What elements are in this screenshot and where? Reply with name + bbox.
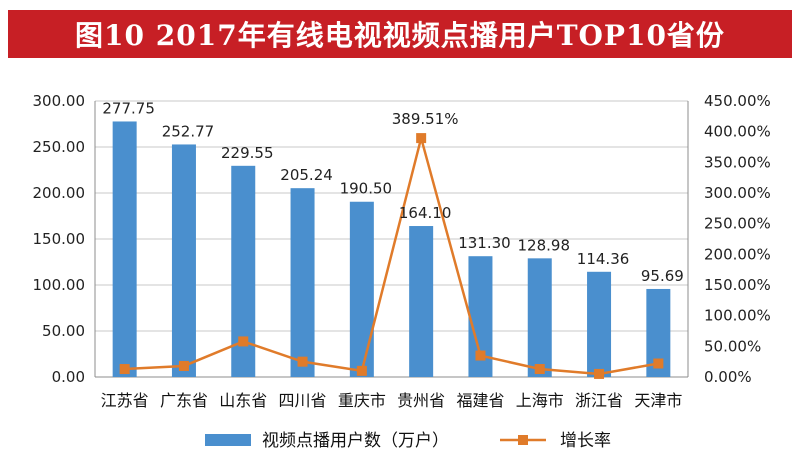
y-right-tick-label: 250.00% [704, 215, 771, 233]
bar [171, 144, 196, 377]
legend-line-marker [518, 435, 528, 445]
x-category-label: 福建省 [456, 391, 504, 410]
y-left-tick-label: 150.00 [33, 230, 86, 248]
bar [349, 201, 374, 377]
line-point [653, 358, 664, 369]
line-point [416, 133, 427, 144]
line-point [238, 336, 249, 347]
x-category-label: 山东省 [219, 391, 267, 410]
x-category-label: 上海市 [516, 391, 564, 410]
growth-line [124, 133, 659, 376]
legend-bar-swatch [205, 434, 251, 446]
bar [527, 258, 552, 377]
bar-value-label: 128.98 [518, 236, 571, 254]
bar-value-label: 164.10 [399, 204, 452, 222]
y-right-tick-label: 350.00% [704, 153, 771, 171]
line-point [178, 360, 189, 371]
bar [409, 226, 434, 377]
x-category-label: 天津市 [634, 391, 682, 410]
bar-value-label: 190.50 [340, 180, 393, 198]
line-point [297, 356, 308, 367]
y-right-tick-label: 200.00% [704, 245, 771, 263]
bar-value-label: 114.36 [577, 250, 630, 268]
line-point [356, 365, 367, 376]
bar [290, 188, 315, 377]
y-left-tick-label: 250.00 [33, 138, 86, 156]
legend-bar-label: 视频点播用户数（万户） [262, 431, 449, 451]
bar-value-label: 252.77 [162, 122, 215, 140]
legend-line-label: 增长率 [560, 431, 611, 451]
y-left-tick-label: 200.00 [33, 184, 86, 202]
bar-value-label: 95.69 [641, 267, 684, 285]
x-category-label: 江苏省 [101, 391, 149, 410]
y-left-tick-label: 300.00 [33, 92, 86, 110]
y-right-tick-label: 0.00% [704, 368, 752, 386]
x-category-label: 浙江省 [575, 391, 623, 410]
y-left-tick-label: 100.00 [33, 276, 86, 294]
chart: 0.00 50.00 100.00 150.00 200.00 250.00 300.00 0… [33, 92, 771, 451]
y-right-tick-label: 100.00% [704, 307, 771, 325]
y-right-tick-label: 150.00% [704, 276, 771, 294]
x-category-label: 贵州省 [397, 391, 445, 410]
y-right-tick-label: 300.00% [704, 184, 771, 202]
bar-value-label: 277.75 [102, 99, 155, 117]
bar [112, 121, 137, 377]
bar-value-label: 205.24 [280, 166, 333, 184]
title-banner: 图10 2017年有线电视视频点播用户TOP10省份 [8, 10, 792, 58]
line-point [534, 364, 545, 375]
bar [587, 271, 612, 377]
line-point [594, 368, 605, 379]
line-point [119, 364, 130, 375]
chart-title: 图10 2017年有线电视视频点播用户TOP10省份 [75, 19, 725, 52]
x-category-label: 重庆市 [338, 391, 386, 410]
y-left-tick-label: 0.00 [52, 368, 85, 386]
y-right-tick-label: 450.00% [704, 92, 771, 110]
bar-value-label: 229.55 [221, 144, 274, 162]
x-category-label: 广东省 [160, 391, 208, 410]
line-point [475, 350, 486, 361]
x-category-label: 四川省 [279, 391, 327, 410]
y-right-tick-label: 50.00% [704, 337, 761, 355]
y-right-tick-label: 400.00% [704, 123, 771, 141]
growth-peak-label: 389.51% [392, 110, 459, 128]
bar-value-label: 131.30 [458, 234, 511, 252]
y-left-tick-label: 50.00 [42, 322, 85, 340]
